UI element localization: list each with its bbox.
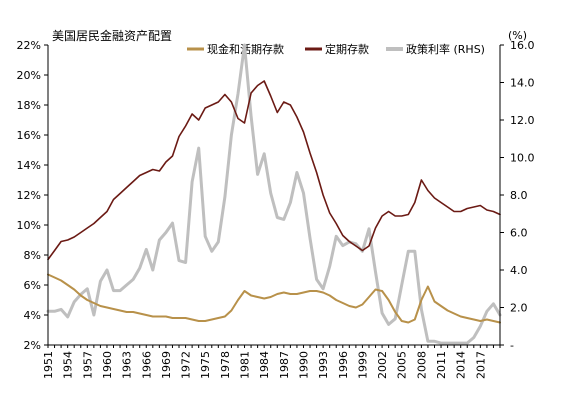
x-tick-label: 1993	[317, 351, 330, 379]
x-tick-label: 2014	[455, 351, 468, 379]
left-tick-label: 2%	[24, 339, 41, 352]
x-tick-label: 1951	[42, 351, 55, 379]
x-tick-label: 2017	[474, 351, 487, 379]
series-line-rate	[46, 43, 502, 345]
right-tick-label: 8.0	[510, 189, 528, 202]
x-tick-label: 1996	[337, 351, 350, 379]
left-tick-label: 22%	[17, 39, 41, 52]
series-layer	[46, 43, 502, 345]
x-tick-label: 2011	[435, 351, 448, 379]
right-tick-label: 12.0	[510, 114, 535, 127]
x-tick-label: 1984	[258, 351, 271, 379]
right-tick-label: 2.0	[510, 302, 528, 315]
left-tick-label: 4%	[24, 309, 41, 322]
legend-label-time: 定期存款	[325, 42, 369, 56]
x-tick-label: 1960	[101, 351, 114, 379]
left-tick-label: 12%	[17, 189, 41, 202]
x-tick-label: 1990	[297, 351, 310, 379]
left-tick-label: 14%	[17, 159, 41, 172]
x-tick-label: 1954	[62, 351, 75, 379]
x-tick-label: 2002	[376, 351, 389, 379]
x-tick-label: 1999	[356, 351, 369, 379]
left-tick-label: 8%	[24, 249, 41, 262]
x-tick-label: 1972	[180, 351, 193, 379]
right-tick-label: 4.0	[510, 264, 528, 277]
x-tick-label: 1963	[121, 351, 134, 379]
series-line-time	[47, 80, 501, 261]
chart-title: 美国居民金融资产配置	[52, 28, 172, 43]
left-tick-label: 18%	[17, 99, 41, 112]
x-tick-label: 2008	[415, 351, 428, 379]
right-tick-label: 10.0	[510, 152, 535, 165]
x-tick-label: 1978	[219, 351, 232, 379]
right-tick-label: 6.0	[510, 227, 528, 240]
right-axis-unit: (%)	[508, 29, 527, 42]
x-tick-label: 1987	[278, 351, 291, 379]
left-tick-label: 10%	[17, 219, 41, 232]
left-tick-label: 16%	[17, 129, 41, 142]
x-tick-label: 1957	[81, 351, 94, 379]
x-tick-label: 1975	[199, 351, 212, 379]
legend: 现金和活期存款 定期存款 政策利率 (RHS)	[187, 42, 485, 56]
x-tick-label: 2005	[396, 351, 409, 379]
left-tick-label: 20%	[17, 69, 41, 82]
right-tick-label: -	[510, 339, 514, 352]
x-tick-label: 1981	[239, 351, 252, 379]
left-tick-label: 6%	[24, 279, 41, 292]
legend-label-rate: 政策利率 (RHS)	[406, 42, 485, 56]
series-line-cash	[47, 273, 501, 324]
axis-layer: 2% 4% 6% 8% 10% 12% 14% 16% 18% 20% 22% - 2.0 4.0 6.0 8…	[17, 39, 535, 379]
x-tick-label: 1969	[160, 351, 173, 379]
right-tick-label: 14.0	[510, 77, 535, 90]
x-tick-label: 1966	[140, 351, 153, 379]
right-tick-label: 16.0	[510, 39, 535, 52]
